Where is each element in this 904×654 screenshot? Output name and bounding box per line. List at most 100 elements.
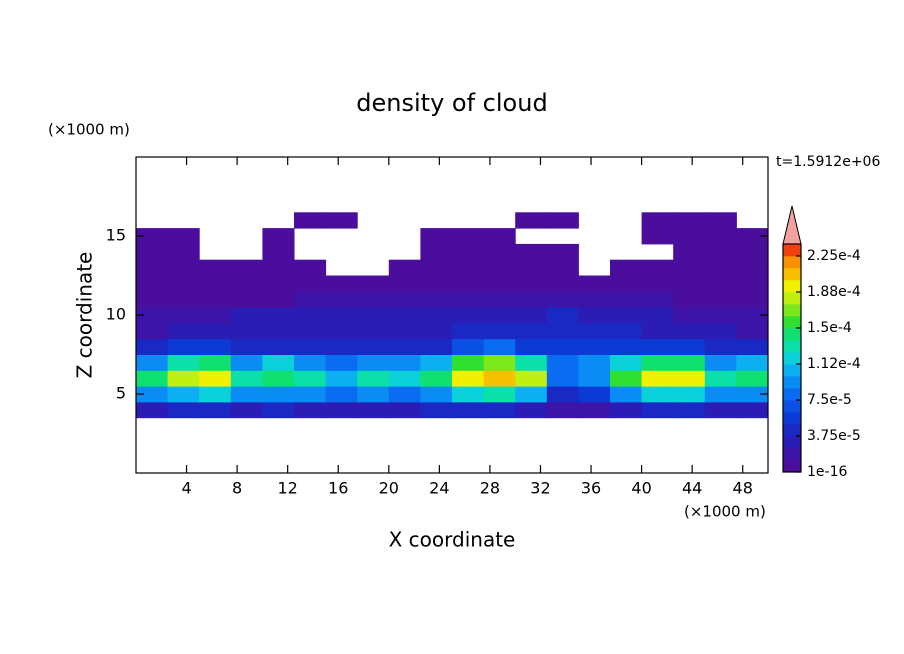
colorbar-frame	[782, 243, 802, 473]
colorbar-tick-label: 3.75e-5	[807, 428, 861, 444]
field-cell	[610, 291, 643, 308]
field-cell	[641, 259, 674, 276]
field-cell	[136, 386, 169, 403]
field-cell	[388, 354, 421, 371]
field-cell	[420, 386, 453, 403]
field-cell	[357, 386, 390, 403]
field-cell	[167, 386, 200, 403]
field-cell	[641, 307, 674, 324]
field-cell	[610, 338, 643, 355]
field-cell	[515, 291, 548, 308]
field-cell	[515, 259, 548, 276]
colorbar-tick-label: 1.12e-4	[807, 356, 861, 372]
field-cell	[262, 275, 295, 292]
field-cell	[452, 275, 485, 292]
field-cell	[673, 307, 706, 324]
field-cell	[515, 243, 548, 261]
field-cell	[136, 259, 169, 276]
field-cell	[325, 354, 358, 371]
field-cell	[420, 354, 453, 371]
field-cell	[515, 370, 548, 387]
field-cell	[452, 322, 485, 340]
field-cell	[610, 259, 643, 276]
x-tick-label: 4	[181, 479, 191, 498]
field-cell	[325, 307, 358, 324]
x-tick-label: 32	[530, 479, 550, 498]
field-cell	[420, 322, 453, 340]
field-cell	[704, 307, 737, 324]
field-cell	[641, 212, 674, 229]
field-cell	[262, 354, 295, 371]
field-cell	[420, 370, 453, 387]
field-cell	[136, 354, 169, 371]
x-tick-label: 44	[682, 479, 702, 498]
field-cell	[452, 370, 485, 387]
field-cell	[515, 307, 548, 324]
field-cell	[420, 307, 453, 324]
field-cell	[294, 259, 327, 276]
x-axis-label: X coordinate	[389, 528, 516, 552]
colorbar-extension	[782, 205, 802, 245]
field-cell	[610, 275, 643, 292]
field-cell	[325, 212, 358, 229]
field-cell	[167, 291, 200, 308]
x-tick-label: 24	[429, 479, 449, 498]
field-cell	[294, 275, 327, 292]
colorbar-band	[783, 412, 801, 425]
y-unit: (×1000 m)	[48, 121, 130, 139]
field-cell	[262, 386, 295, 403]
field-cell	[452, 228, 485, 245]
field-cell	[262, 307, 295, 324]
field-cell	[704, 370, 737, 387]
colorbar-band	[783, 280, 801, 293]
colorbar-band	[783, 244, 801, 257]
colorbar-band	[783, 448, 801, 461]
field-cell	[325, 275, 358, 292]
field-cell	[167, 259, 200, 276]
field-cell	[357, 370, 390, 387]
field-cell	[641, 386, 674, 403]
field-cell	[136, 322, 169, 340]
field-cell	[262, 401, 295, 419]
field-cell	[673, 259, 706, 276]
field-cell	[230, 275, 263, 292]
field-cell	[452, 291, 485, 308]
field-cell	[420, 275, 453, 292]
field-cell	[736, 386, 769, 403]
colorbar-band	[783, 292, 801, 305]
field-cell	[673, 228, 706, 245]
field-cell	[167, 370, 200, 387]
field-cell	[230, 259, 263, 276]
field-cell	[452, 386, 485, 403]
field-cell	[483, 307, 516, 324]
field-cell	[546, 322, 579, 340]
field-cell	[578, 386, 611, 403]
field-cell	[199, 307, 232, 324]
field-cell	[578, 370, 611, 387]
field-cell	[136, 291, 169, 308]
field-cell	[167, 322, 200, 340]
field-cell	[578, 401, 611, 419]
field-cell	[262, 243, 295, 261]
field-cell	[515, 354, 548, 371]
field-cell	[230, 322, 263, 340]
field-cell	[704, 291, 737, 308]
field-cell	[294, 354, 327, 371]
field-cell	[357, 338, 390, 355]
field-cell	[357, 322, 390, 340]
field-cell	[704, 259, 737, 276]
field-cell	[578, 338, 611, 355]
field-cell	[136, 275, 169, 292]
field-cell	[199, 401, 232, 419]
field-cell	[673, 338, 706, 355]
field-cell	[736, 401, 769, 419]
field-cell	[736, 259, 769, 276]
field-cell	[262, 291, 295, 308]
time-annotation: t=1.5912e+06	[776, 154, 880, 170]
field-cell	[546, 307, 579, 324]
colorbar-band	[783, 316, 801, 329]
field-cell	[294, 307, 327, 324]
field-cell	[167, 243, 200, 261]
field-cell	[230, 386, 263, 403]
